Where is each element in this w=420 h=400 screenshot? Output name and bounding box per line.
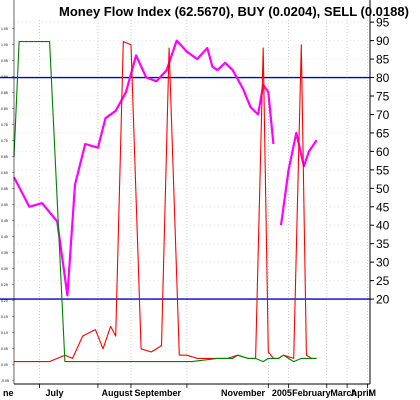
- left-tick-label: 0.80: [1, 107, 8, 111]
- x-tick-label: 2005: [272, 388, 292, 398]
- left-tick-label: 0.25: [1, 283, 8, 287]
- right-tick-label: 85: [376, 53, 390, 67]
- x-axis-ticks: ne July August September November 2005 Februar…: [3, 384, 376, 398]
- left-tick-label: 0.55: [1, 187, 8, 191]
- left-tick-label: 0.40: [1, 235, 8, 239]
- right-tick-label: 90: [376, 34, 390, 48]
- left-tick-label: 0.05: [1, 347, 8, 351]
- right-tick-label: 45: [376, 200, 390, 214]
- x-tick-label: M: [368, 388, 376, 398]
- left-tick-label: 0.75: [1, 123, 8, 127]
- left-tick-label: -0.05: [1, 379, 9, 383]
- right-tick-label: 20: [376, 293, 390, 307]
- right-tick-label: 70: [376, 108, 390, 122]
- left-tick-label: 0.65: [1, 155, 8, 159]
- x-tick-label: ne: [3, 388, 14, 398]
- left-tick-label: 0.95: [1, 59, 8, 63]
- right-tick-label: 80: [376, 71, 390, 85]
- series-line-1: [13, 39, 275, 297]
- x-tick-label: March: [330, 388, 357, 398]
- x-tick-label: February: [292, 388, 331, 398]
- x-tick-label: August: [101, 388, 132, 398]
- right-tick-label: 55: [376, 163, 390, 177]
- right-tick-label: 50: [376, 182, 390, 196]
- left-axis-ticks: 1.05 1.00 0.95 0.90 0.85 0.80 0.75 0.70 0.65 0.60…: [1, 27, 14, 383]
- left-tick-label: 1.00: [1, 43, 8, 47]
- series-line-4: [13, 41, 317, 363]
- right-tick-label: 65: [376, 126, 390, 140]
- right-tick-label: 40: [376, 219, 390, 233]
- left-tick-label: 0.90: [1, 75, 8, 79]
- left-tick-label: 0.85: [1, 91, 8, 95]
- x-tick-label: November: [221, 388, 266, 398]
- series-layer: [13, 39, 318, 363]
- x-tick-label: July: [46, 388, 64, 398]
- series-line-2: [279, 131, 318, 226]
- left-tick-label: 0.30: [1, 267, 8, 271]
- left-tick-label: 0.70: [1, 139, 8, 143]
- plot-area: [14, 0, 370, 384]
- left-tick-label: 0.45: [1, 219, 8, 223]
- right-tick-label: 60: [376, 145, 390, 159]
- left-tick-label: 0.60: [1, 171, 8, 175]
- right-tick-label: 95: [376, 16, 390, 30]
- left-tick-label: 0.00: [1, 363, 8, 367]
- left-tick-label: 1.05: [1, 27, 8, 31]
- x-tick-label: April: [351, 388, 372, 398]
- left-tick-label: 0.50: [1, 203, 8, 207]
- left-tick-label: 0.35: [1, 251, 8, 255]
- right-tick-label: 25: [376, 274, 390, 288]
- right-tick-label: 75: [376, 90, 390, 104]
- right-tick-label: 35: [376, 237, 390, 251]
- left-tick-label: 0.10: [1, 331, 8, 335]
- left-tick-label: 0.20: [1, 299, 8, 303]
- right-tick-label: 30: [376, 256, 390, 270]
- right-axis-ticks: 20 25 30 35 40 45 50 55 60 65 70 75 80 85 90 95: [370, 16, 390, 307]
- left-tick-label: 0.15: [1, 315, 8, 319]
- x-tick-label: September: [135, 388, 182, 398]
- chart-title: Money Flow Index (62.5670), BUY (0.0204)…: [59, 4, 409, 19]
